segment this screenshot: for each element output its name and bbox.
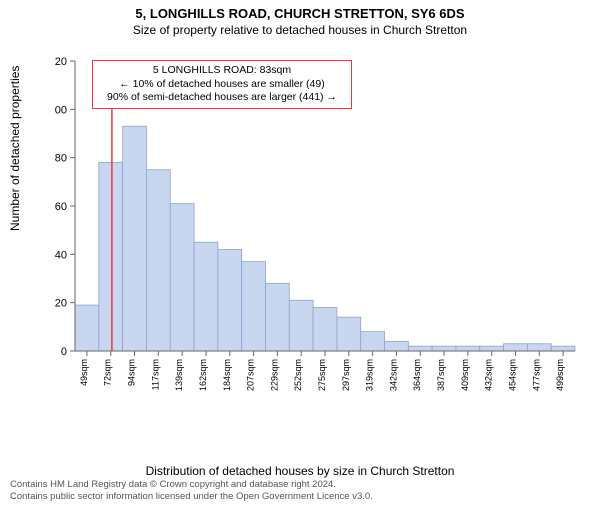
svg-text:60: 60 <box>55 201 67 213</box>
svg-text:229sqm: 229sqm <box>269 359 279 391</box>
chart-container: 5, LONGHILLS ROAD, CHURCH STRETTON, SY6 … <box>0 6 600 506</box>
svg-text:275sqm: 275sqm <box>317 359 327 391</box>
svg-text:477sqm: 477sqm <box>531 359 541 391</box>
svg-text:454sqm: 454sqm <box>507 359 517 391</box>
svg-text:80: 80 <box>55 153 67 165</box>
annotation-line-2: ← 10% of detached houses are smaller (49… <box>99 78 345 92</box>
svg-text:162sqm: 162sqm <box>198 359 208 391</box>
svg-text:139sqm: 139sqm <box>174 359 184 391</box>
svg-text:252sqm: 252sqm <box>293 359 303 391</box>
annotation-line-1: 5 LONGHILLS ROAD: 83sqm <box>99 64 345 78</box>
svg-text:20: 20 <box>55 298 67 310</box>
svg-text:409sqm: 409sqm <box>460 359 470 391</box>
svg-text:40: 40 <box>55 249 67 261</box>
svg-text:432sqm: 432sqm <box>484 359 494 391</box>
svg-text:120: 120 <box>55 56 67 68</box>
attribution-line-1: Contains HM Land Registry data © Crown c… <box>10 479 373 490</box>
svg-text:100: 100 <box>55 104 67 116</box>
svg-text:49sqm: 49sqm <box>79 359 89 386</box>
annotation-callout: 5 LONGHILLS ROAD: 83sqm ← 10% of detache… <box>92 60 352 109</box>
x-axis-title: Distribution of detached houses by size … <box>0 464 600 478</box>
attribution-line-2: Contains public sector information licen… <box>10 491 373 502</box>
svg-text:364sqm: 364sqm <box>412 359 422 391</box>
svg-text:297sqm: 297sqm <box>341 359 351 391</box>
svg-text:117sqm: 117sqm <box>150 359 160 390</box>
svg-text:342sqm: 342sqm <box>388 359 398 391</box>
y-axis-title: Number of detached properties <box>8 66 22 231</box>
attribution-text: Contains HM Land Registry data © Crown c… <box>10 479 373 502</box>
svg-text:387sqm: 387sqm <box>436 359 446 391</box>
svg-text:0: 0 <box>61 346 67 358</box>
annotation-line-3: 90% of semi-detached houses are larger (… <box>99 91 345 105</box>
chart-subtitle: Size of property relative to detached ho… <box>0 23 600 37</box>
svg-text:207sqm: 207sqm <box>246 359 256 391</box>
svg-text:94sqm: 94sqm <box>127 359 137 386</box>
svg-text:72sqm: 72sqm <box>103 359 113 386</box>
chart-title: 5, LONGHILLS ROAD, CHURCH STRETTON, SY6 … <box>0 6 600 21</box>
svg-text:319sqm: 319sqm <box>365 359 375 391</box>
svg-text:184sqm: 184sqm <box>222 359 232 391</box>
svg-text:499sqm: 499sqm <box>555 359 565 391</box>
